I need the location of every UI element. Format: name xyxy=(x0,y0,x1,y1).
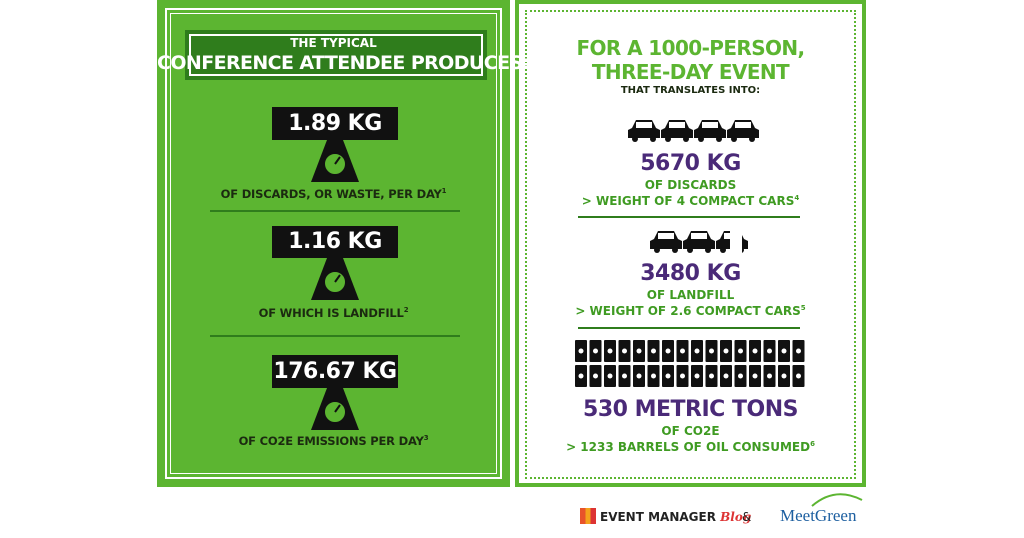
right-line1: OF CO2E xyxy=(661,424,720,438)
left-header-box xyxy=(185,30,487,80)
separator xyxy=(210,335,460,337)
right-line1: OF LANDFILL xyxy=(646,288,735,302)
left-caption: OF WHICH IS LANDFILL2 xyxy=(258,306,409,320)
separator xyxy=(210,210,460,212)
left-border xyxy=(165,8,502,479)
right-header-line1: FOR A 1000-PERSON, xyxy=(576,36,805,60)
right-line2: > WEIGHT OF 2.6 COMPACT CARS5 xyxy=(575,304,806,318)
amp: & xyxy=(742,510,752,524)
right-value: 530 METRIC TONS xyxy=(583,397,798,422)
left-header-line2: CONFERENCE ATTENDEE PRODUCES: xyxy=(157,52,530,74)
left-header-border xyxy=(189,34,483,76)
logo-meetgreen: MeetGreen xyxy=(780,506,857,525)
right-header-line2: THREE-DAY EVENT xyxy=(591,60,790,84)
logo-event-manager: EVENT MANAGER Blog xyxy=(600,510,752,524)
right-header-line3: THAT TRANSLATES INTO: xyxy=(620,85,761,96)
left-caption: OF DISCARDS, OR WASTE, PER DAY1 xyxy=(220,187,447,201)
left-header-line1: THE TYPICAL xyxy=(290,36,377,50)
right-line2: > 1233 BARRELS OF OIL CONSUMED6 xyxy=(566,440,815,454)
left-value: 176.67 KG xyxy=(272,355,398,388)
left-value: 1.89 KG xyxy=(272,107,398,140)
right-value: 3480 KG xyxy=(640,261,741,286)
separator xyxy=(578,216,800,218)
logo-icon xyxy=(580,508,596,524)
logo-arc xyxy=(811,493,863,507)
right-border xyxy=(525,10,856,479)
left-value: 1.16 KG xyxy=(272,226,398,258)
right-line2: > WEIGHT OF 4 COMPACT CARS4 xyxy=(581,194,800,208)
right-line1: OF DISCARDS xyxy=(644,178,737,192)
left-caption: OF CO2E EMISSIONS PER DAY3 xyxy=(238,434,429,448)
right-value: 5670 KG xyxy=(640,151,741,176)
separator xyxy=(578,327,800,329)
